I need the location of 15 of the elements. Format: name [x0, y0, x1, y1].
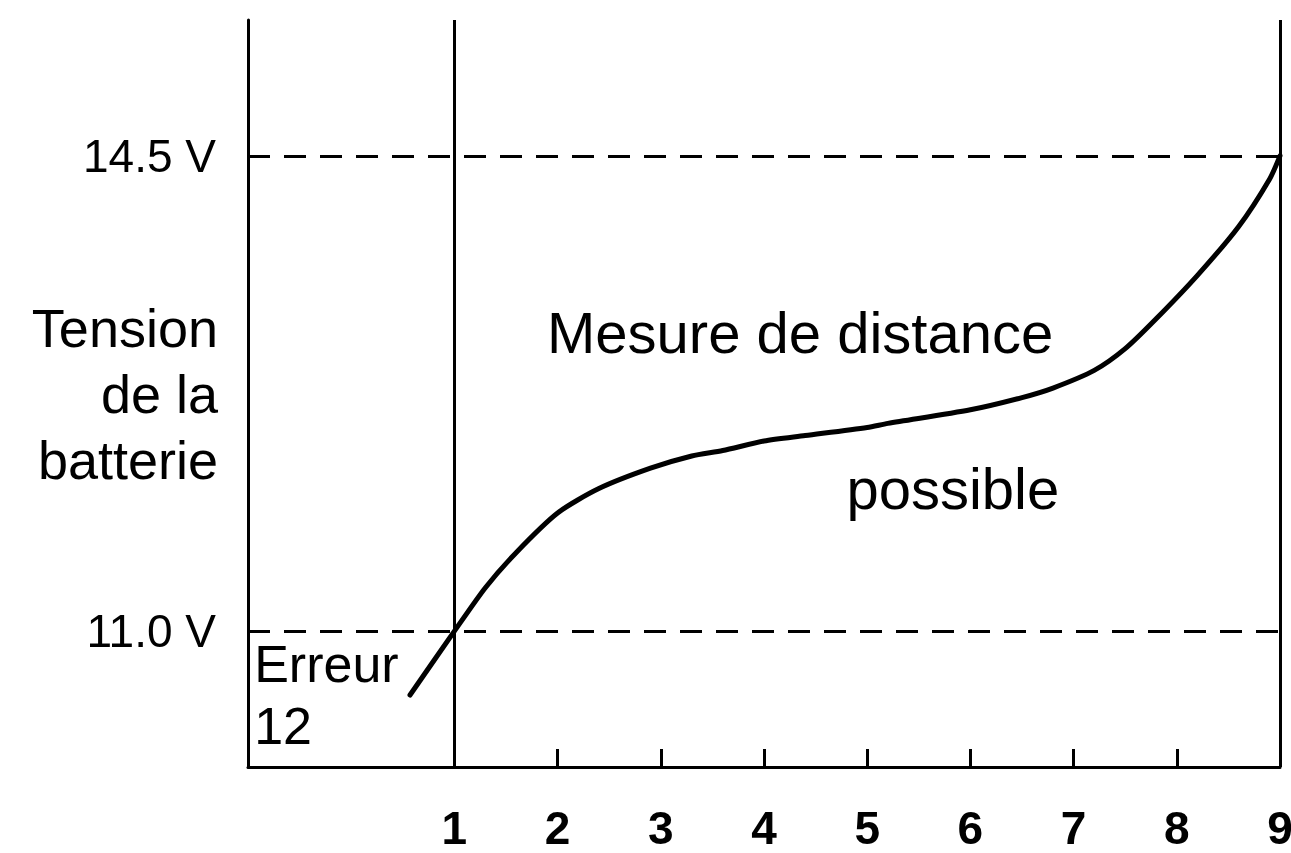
x-tick-label: 6	[957, 802, 984, 853]
x-tick-label: 1	[441, 802, 468, 853]
x-tick-label: 7	[1060, 802, 1087, 853]
annotation: Mesure de distance	[547, 299, 1054, 365]
annotation: Erreur 12	[254, 635, 399, 756]
x-tick-label: 2	[544, 802, 571, 853]
x-tick-label: 4	[751, 802, 778, 853]
x-tick-label: 3	[648, 802, 674, 853]
y-tick-label: 11.0 V	[86, 605, 217, 658]
x-tick-label: 8	[1164, 802, 1190, 853]
y-axis-title: Tension de la batterie	[31, 297, 219, 490]
y-tick-label: 14.5 V	[83, 129, 217, 182]
annotation: possible	[846, 455, 1060, 521]
x-tick-label: 9	[1267, 802, 1291, 853]
x-tick-label: 5	[854, 802, 880, 853]
